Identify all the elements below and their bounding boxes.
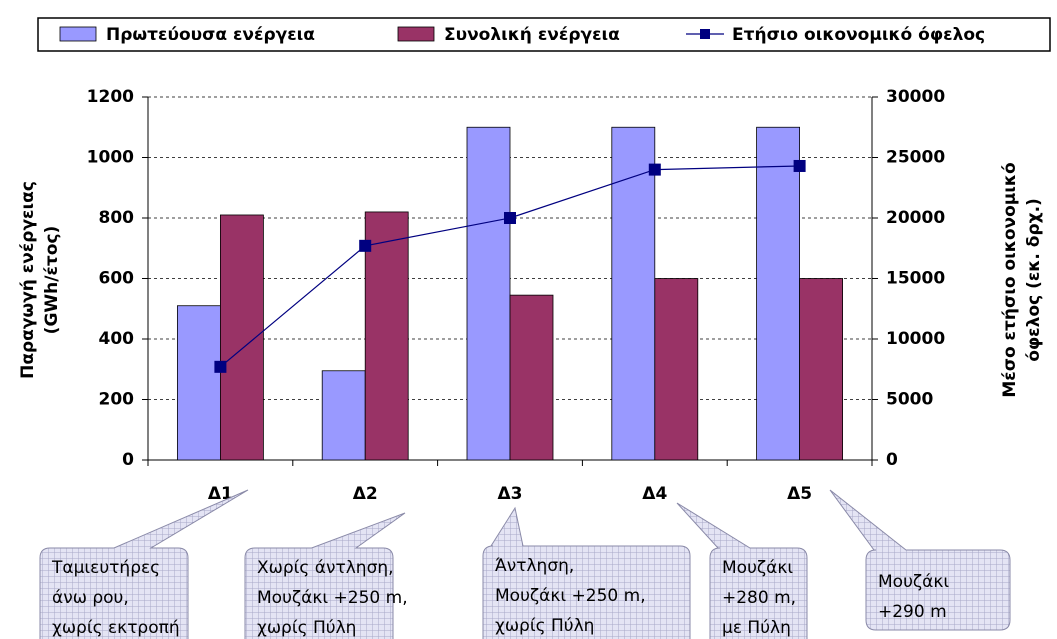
callout-shape bbox=[829, 489, 1011, 631]
bar bbox=[654, 278, 699, 461]
y2-tick-label: 30000 bbox=[886, 87, 945, 107]
callout: Μουζάκι +280 m, με Πύλη bbox=[676, 502, 808, 639]
callout-text: με Πύλη bbox=[722, 618, 791, 638]
callout-shape bbox=[482, 506, 691, 639]
y-tick-label: 800 bbox=[99, 208, 135, 228]
callout: Άντληση, Μουζάκι +250 m, χωρίς Πύλη bbox=[482, 506, 691, 639]
marker bbox=[214, 360, 227, 373]
bar bbox=[756, 126, 800, 461]
y-axis-title: (GWh/έτος) bbox=[42, 226, 62, 335]
legend-label: Πρωτεύουσα ενέργεια bbox=[106, 25, 315, 45]
callout-text: Μουζάκι bbox=[878, 572, 949, 592]
legend-box bbox=[37, 17, 1051, 52]
callout-shape bbox=[39, 489, 249, 639]
callout-text: +280 m, bbox=[722, 588, 796, 608]
marker bbox=[504, 212, 516, 224]
bar bbox=[799, 278, 843, 461]
y2-tick-label: 15000 bbox=[886, 269, 945, 289]
bar bbox=[364, 211, 409, 461]
legend-swatch bbox=[59, 26, 97, 42]
bar bbox=[219, 214, 264, 461]
y-axis-title: Παραγωγή ενέργειας bbox=[18, 181, 38, 379]
callout-text: άνω ρου, bbox=[52, 588, 129, 608]
legend-marker bbox=[700, 29, 710, 39]
y-tick-label: 1000 bbox=[87, 148, 134, 168]
callout-text: Ταμιευτήρες bbox=[51, 558, 160, 578]
callout-text: Άντληση, bbox=[495, 556, 574, 576]
callout-text: χωρίς Πύλη bbox=[257, 618, 356, 638]
y2-tick-label: 10000 bbox=[886, 329, 945, 349]
callout-text: +290 m bbox=[878, 602, 947, 622]
marker bbox=[359, 239, 372, 252]
y-tick-label: 400 bbox=[99, 329, 135, 349]
callout-text: Χωρίς άντληση, bbox=[257, 558, 394, 578]
callout-shape bbox=[244, 512, 406, 639]
legend-label: Ετήσιο οικονομικό όφελος bbox=[732, 25, 985, 45]
x-tick-label: Δ4 bbox=[642, 484, 667, 504]
bar bbox=[509, 294, 554, 461]
x-tick-label: Δ3 bbox=[498, 484, 523, 504]
callout-text: Μουζάκι bbox=[722, 558, 793, 578]
y-tick-label: 600 bbox=[99, 269, 135, 289]
y2-tick-label: 20000 bbox=[886, 208, 945, 228]
legend-label: Συνολική ενέργεια bbox=[444, 25, 620, 45]
callout-shape bbox=[676, 502, 808, 639]
y-tick-label: 1200 bbox=[87, 87, 134, 107]
callout: Χωρίς άντληση, Μουζάκι +250 m, χωρίς Πύλη bbox=[244, 512, 408, 639]
y2-tick-label: 5000 bbox=[886, 390, 933, 410]
y2-tick-label: 25000 bbox=[886, 148, 945, 168]
bar bbox=[176, 305, 221, 461]
x-tick-label: Δ2 bbox=[353, 484, 378, 504]
bar bbox=[611, 126, 656, 461]
marker bbox=[793, 159, 806, 172]
callout-text: Μουζάκι +250 m, bbox=[495, 586, 646, 606]
legend-swatch bbox=[397, 26, 435, 42]
callout-text: χωρίς εκτροπή bbox=[52, 618, 180, 638]
bar bbox=[321, 370, 366, 461]
x-tick-label: Δ5 bbox=[787, 484, 812, 504]
y-tick-label: 0 bbox=[122, 450, 134, 470]
y2-tick-label: 0 bbox=[886, 450, 898, 470]
marker bbox=[648, 163, 661, 176]
callout-text: Μουζάκι +250 m, bbox=[257, 588, 408, 608]
y-tick-label: 200 bbox=[99, 390, 135, 410]
y2-axis-title: όφελος (εκ. δρχ.) bbox=[1024, 198, 1044, 362]
callout-text: χωρίς Πύλη bbox=[495, 616, 594, 636]
bar bbox=[466, 126, 511, 461]
y2-axis-title: Μέσο ετήσιο οικονομικό bbox=[1000, 162, 1020, 397]
callout: Ταμιευτήρες άνω ρου, χωρίς εκτροπή bbox=[39, 489, 249, 639]
callout: Μουζάκι +290 m bbox=[829, 489, 1011, 631]
